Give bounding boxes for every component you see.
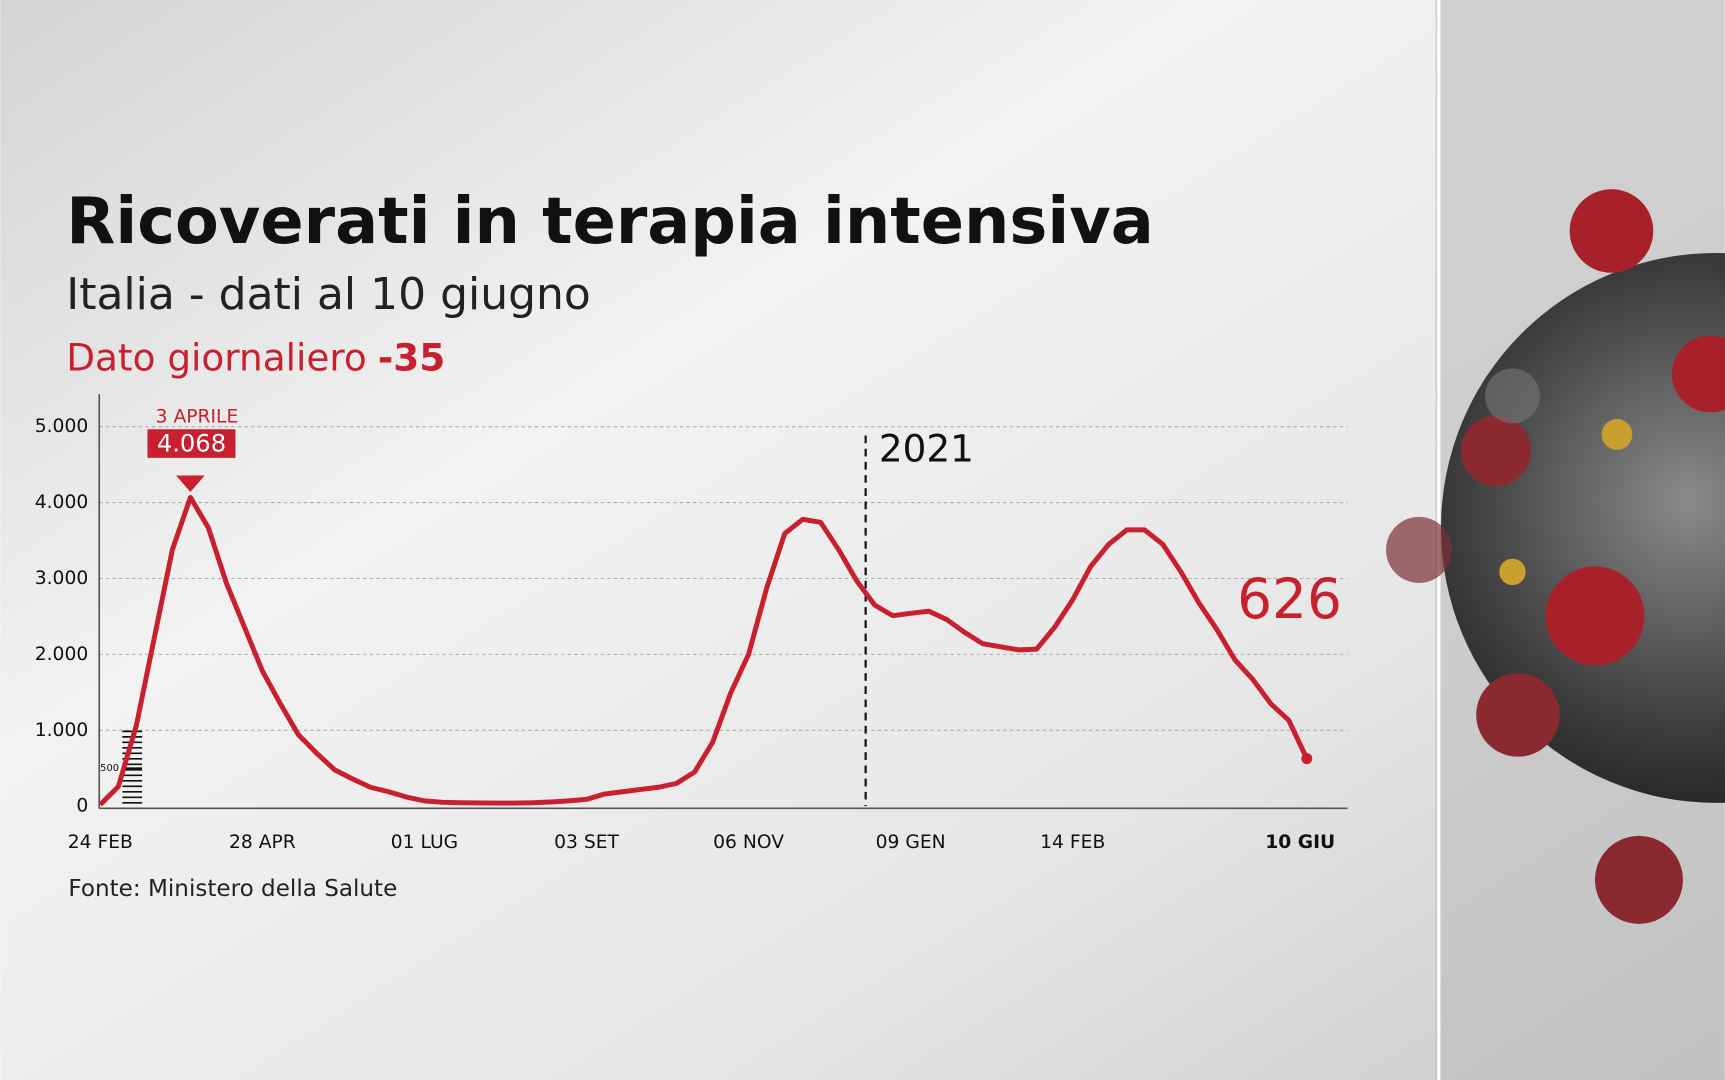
x-tick-label: 01 LUG bbox=[391, 832, 458, 853]
y-tick-label: 1.000 bbox=[35, 720, 88, 741]
peak-value-label: 4.068 bbox=[157, 430, 226, 458]
source: Fonte: Ministero della Salute bbox=[68, 876, 397, 902]
chart-title: Ricoverati in terapia intensiva bbox=[66, 185, 1154, 259]
x-tick-label: 14 FEB bbox=[1040, 832, 1105, 853]
x-tick-label: 03 SET bbox=[554, 832, 619, 853]
daily-label: Dato giornaliero bbox=[66, 335, 367, 379]
peak-annotation: 3 APRILE bbox=[156, 407, 239, 428]
y-minor-tick-label: 500 bbox=[100, 763, 119, 774]
x-tick-label: 10 GIU bbox=[1265, 832, 1335, 853]
y-tick-label: 2.000 bbox=[35, 644, 88, 665]
x-tick-label: 24 FEB bbox=[68, 832, 133, 853]
y-tick-label: 3.000 bbox=[35, 568, 88, 589]
peak-pointer bbox=[176, 475, 205, 492]
end-value-label: 626 bbox=[1237, 567, 1342, 631]
line-series bbox=[98, 494, 1310, 807]
peak-label-box bbox=[147, 429, 236, 458]
daily-change: -35 bbox=[378, 335, 446, 379]
x-tick-label: 09 GEN bbox=[876, 832, 946, 853]
virus-illustration bbox=[1386, 189, 1725, 924]
x-tick-label: 06 NOV bbox=[713, 832, 784, 853]
y-tick-label: 5.000 bbox=[35, 416, 88, 437]
year-marker: 2021 bbox=[879, 426, 974, 470]
y-tick-label: 0 bbox=[76, 796, 88, 817]
y-tick-label: 4.000 bbox=[35, 492, 88, 513]
x-tick-label: 28 APR bbox=[229, 832, 296, 853]
end-point bbox=[1301, 753, 1313, 765]
daily-summary: Dato giornaliero -35 bbox=[66, 335, 445, 379]
chart-subtitle: Italia - dati al 10 giugno bbox=[66, 269, 591, 320]
